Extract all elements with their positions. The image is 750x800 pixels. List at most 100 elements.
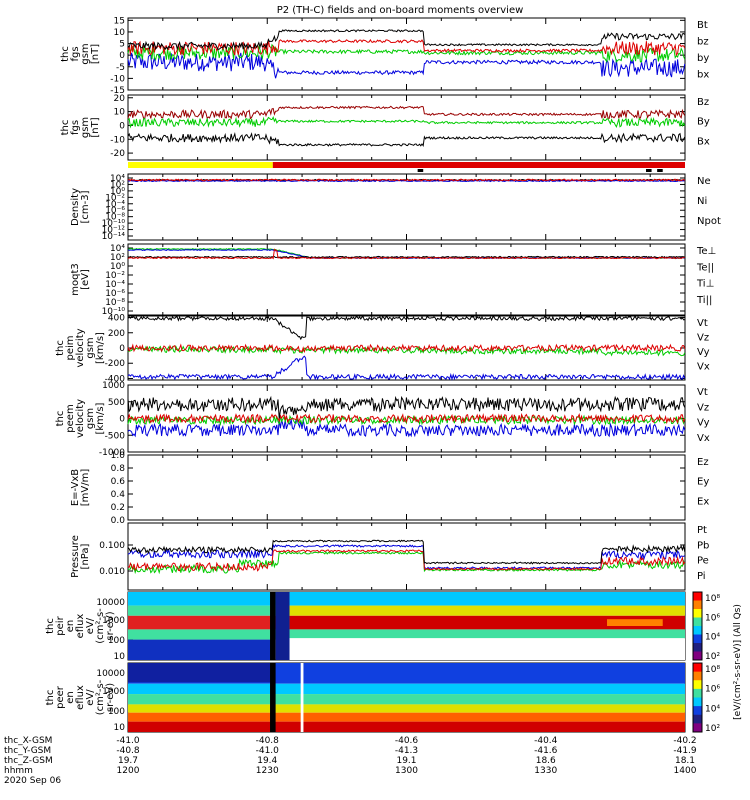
y-axis-label-line: peim xyxy=(65,335,76,360)
y-tick-label: -500 xyxy=(105,431,126,441)
legend-Ni: Ni xyxy=(697,196,707,207)
legend-Ti||: Ti|| xyxy=(696,295,712,306)
colorbar-segment xyxy=(693,643,702,652)
x-coord-value: -41.6 xyxy=(534,746,558,756)
trace-5-Vx xyxy=(127,355,686,381)
y-tick-label: 10000 xyxy=(96,598,125,608)
colorbar-label: [eV/(cm²-s-sr-eV)] (All Qs) xyxy=(733,604,743,720)
trace-3-Ne xyxy=(127,178,686,182)
y-tick-label: 20 xyxy=(114,94,126,104)
trace-4-Te⊥ xyxy=(127,248,685,260)
colorbar-tick: 10² xyxy=(705,724,720,734)
panel-1: 15 10 50 -5-10 -15 thc fgs gsm [nT] Bt bz by bx xyxy=(60,16,709,96)
y-axis-label-line: thc xyxy=(60,120,71,136)
y-tick-label: 0 xyxy=(119,121,125,131)
y-axis-label-line: velocity xyxy=(75,328,86,367)
colorbar-segment xyxy=(693,626,702,635)
y-axis-label-line: [nT] xyxy=(90,117,101,137)
y-tick-label: 1000 xyxy=(102,381,125,391)
y-axis-label-line: en xyxy=(65,620,76,633)
y-axis-label-line: fgs xyxy=(70,120,81,135)
trace-1-bx xyxy=(127,52,686,79)
trace-1-bz xyxy=(127,38,686,57)
trace-8-Pb xyxy=(127,549,686,572)
y-tick-label: 0 xyxy=(119,51,125,61)
legend-Vz: Vz xyxy=(697,402,709,413)
legend-Vy: Vy xyxy=(697,347,710,358)
spectrogram-band xyxy=(270,592,276,660)
y-tick-label: 1000 xyxy=(102,616,125,626)
legend-Vt: Vt xyxy=(697,387,708,398)
spectrogram-band xyxy=(289,605,685,616)
trace-2-Bz xyxy=(127,105,686,120)
x-coord-value: 18.1 xyxy=(675,756,695,766)
x-coord-value: 19.7 xyxy=(118,756,138,766)
spectrogram-band xyxy=(289,592,685,606)
y-axis-label-line: [eV] xyxy=(80,269,91,290)
legend-Bx: Bx xyxy=(697,136,710,147)
y-tick-label: 10⁻² xyxy=(105,193,125,203)
colorbar-frame xyxy=(692,662,703,733)
colorbar-segment xyxy=(693,723,702,733)
legend-Ey: Ey xyxy=(697,477,709,488)
y-tick-label: -20 xyxy=(110,149,125,159)
y-tick-label: 10⁻¹⁰ xyxy=(102,219,126,229)
y-axis-label-line: gsm xyxy=(85,408,96,429)
panel-frame xyxy=(127,173,686,241)
y-axis-label-line: sr-eV) xyxy=(105,611,116,640)
y-axis-label-line: [cm-3] xyxy=(80,190,91,223)
y-tick-label: 10⁴ xyxy=(110,244,125,254)
legend-Te⊥: Te⊥ xyxy=(696,246,716,257)
legend-Npot: Npot xyxy=(697,216,721,227)
colorbar-tick: 10⁴ xyxy=(705,704,720,714)
y-tick-label: 10 xyxy=(114,28,126,38)
colorbar-tick: 10⁴ xyxy=(705,633,720,643)
panel-8: 0.100 0.010 Pressure [nPa] Pt Pb Pe Pi xyxy=(70,522,709,591)
x-time-label: 1330 xyxy=(534,766,557,776)
legend-Bt: Bt xyxy=(697,20,708,31)
y-tick-label: 400 xyxy=(108,314,125,324)
x-time-label: 1400 xyxy=(674,766,697,776)
panel-2: 20 10 0 -10 -20 thc fgs gsm [nT] Bz By Bx xyxy=(60,94,710,161)
y-tick-label: 500 xyxy=(108,398,125,408)
trace-4-Te|| xyxy=(127,255,686,259)
y-tick-label: 10⁻⁴ xyxy=(105,280,125,290)
panel-frame xyxy=(127,17,686,91)
spectrogram-band xyxy=(128,694,685,705)
colorbar-segment xyxy=(693,634,702,644)
spectrogram-band xyxy=(128,683,685,695)
y-tick-label: 10⁻¹⁴ xyxy=(102,232,126,242)
trace-8-Pe xyxy=(127,551,686,575)
trace-2-By xyxy=(127,115,686,129)
colorbar-segment xyxy=(693,714,702,724)
y-axis-label-line: Pressure xyxy=(70,535,81,578)
flag-mark xyxy=(417,169,424,172)
y-tick-label: 10 xyxy=(114,652,126,662)
spectrogram-band xyxy=(128,721,685,732)
colorbar-tick: 10⁶ xyxy=(705,685,720,695)
y-tick-label: 10⁰ xyxy=(110,262,125,272)
colorbar-tick: 10⁸ xyxy=(705,594,720,604)
x-coord-value: 19.1 xyxy=(396,756,416,766)
trace-5-Vz xyxy=(127,343,686,354)
x-row-label: hhmm xyxy=(4,766,33,776)
legend-Ex: Ex xyxy=(697,496,709,507)
y-axis-label-line: eflux xyxy=(75,614,86,639)
legend-Pt: Pt xyxy=(697,525,707,536)
x-coord-value: -40.8 xyxy=(116,746,140,756)
panel-7: 1.0 0.8 0.6 0.4 0.2 0.0 E=-VxB [mV/m] Ez Ey Ex xyxy=(70,451,709,526)
legend-Te||: Te|| xyxy=(696,262,714,273)
colorbar-segment xyxy=(693,609,702,618)
y-tick-label: 0.2 xyxy=(111,503,125,513)
legend-bx: bx xyxy=(697,70,709,81)
y-tick-label: 10000 xyxy=(96,669,125,679)
y-tick-label: -400 xyxy=(105,374,126,384)
panel-frame xyxy=(127,243,686,316)
x-coord-value: 19.4 xyxy=(257,756,277,766)
legend-Vx: Vx xyxy=(697,433,710,444)
x-coord-value: -40.8 xyxy=(256,736,280,746)
trace-3-Npot xyxy=(127,179,685,183)
y-axis-label-line: peer xyxy=(55,685,66,709)
y-tick-label: 10² xyxy=(110,180,125,190)
